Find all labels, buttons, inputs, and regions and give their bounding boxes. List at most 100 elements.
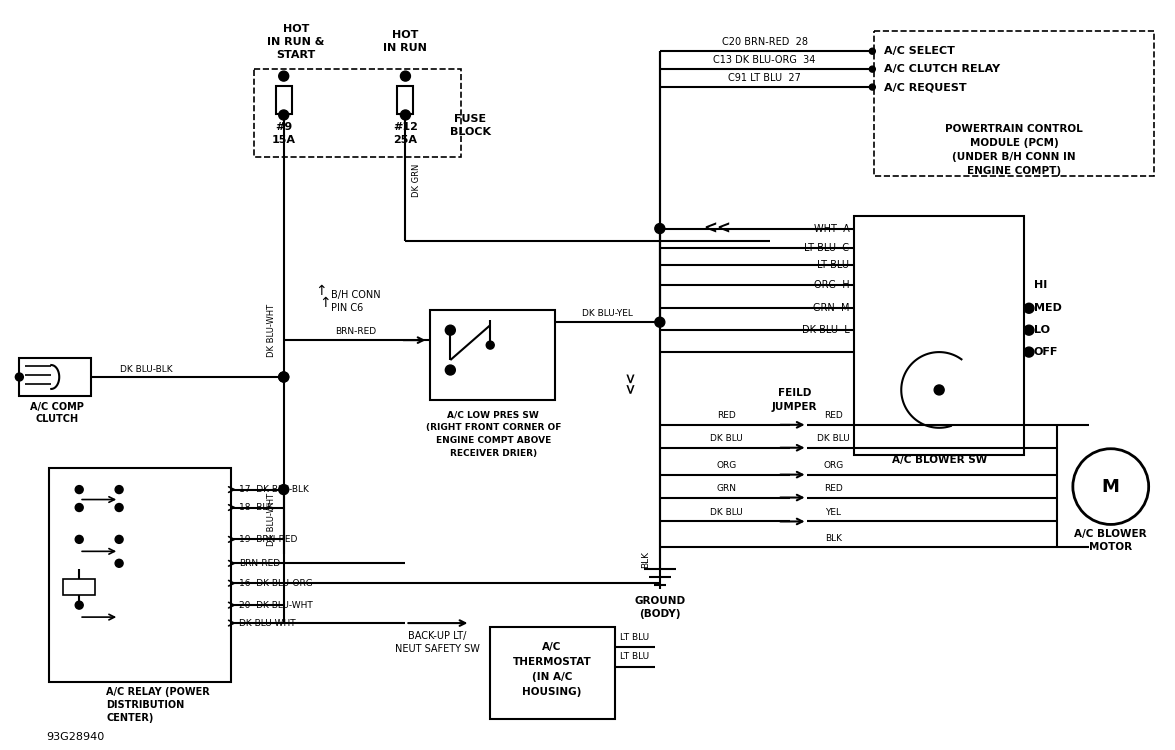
Text: <<: << <box>704 220 732 238</box>
Text: RED: RED <box>824 411 842 420</box>
Circle shape <box>401 110 410 120</box>
Text: (BODY): (BODY) <box>639 609 680 619</box>
Circle shape <box>445 326 456 335</box>
Circle shape <box>870 48 875 54</box>
Text: POWERTRAIN CONTROL: POWERTRAIN CONTROL <box>945 124 1083 134</box>
Circle shape <box>75 485 83 494</box>
Text: 93G28940: 93G28940 <box>46 732 105 742</box>
Text: GRN  M: GRN M <box>813 303 850 313</box>
Text: A/C BLOWER: A/C BLOWER <box>1074 530 1147 539</box>
Text: DK BLU  L: DK BLU L <box>801 326 850 335</box>
Text: ORG: ORG <box>824 461 844 470</box>
Circle shape <box>115 485 123 494</box>
Circle shape <box>278 372 289 382</box>
Bar <box>63 579 95 596</box>
Circle shape <box>278 484 289 494</box>
Text: >>: >> <box>620 374 633 397</box>
Text: C20 BRN-RED  28: C20 BRN-RED 28 <box>721 38 807 47</box>
Text: ORG  H: ORG H <box>814 280 850 290</box>
Text: HOT: HOT <box>392 30 418 40</box>
Text: A/C RELAY (POWER: A/C RELAY (POWER <box>106 687 210 697</box>
Text: BLK: BLK <box>642 550 650 568</box>
Circle shape <box>115 536 123 543</box>
Circle shape <box>934 385 945 395</box>
Text: START: START <box>276 50 315 60</box>
Text: HOUSING): HOUSING) <box>523 687 582 697</box>
Text: LT BLU: LT BLU <box>620 652 650 662</box>
Text: (IN A/C: (IN A/C <box>532 672 572 682</box>
Text: IN RUN &: IN RUN & <box>267 38 324 47</box>
Text: 25A: 25A <box>394 135 417 145</box>
Circle shape <box>654 317 665 327</box>
Text: BACK-UP LT/: BACK-UP LT/ <box>408 631 466 641</box>
Text: A/C LOW PRES SW: A/C LOW PRES SW <box>448 410 539 419</box>
Text: GROUND: GROUND <box>634 596 685 606</box>
Bar <box>854 215 1023 454</box>
Text: DK BLU-WHT: DK BLU-WHT <box>239 619 295 628</box>
Text: THERMOSTAT: THERMOSTAT <box>512 657 591 667</box>
Text: A/C COMP: A/C COMP <box>31 402 85 412</box>
Bar <box>397 86 414 114</box>
Text: ENGINE COMPT): ENGINE COMPT) <box>967 166 1061 176</box>
Circle shape <box>445 365 456 375</box>
Circle shape <box>75 536 83 543</box>
Circle shape <box>75 602 83 609</box>
Text: BLK: BLK <box>825 534 842 543</box>
Circle shape <box>1023 326 1034 335</box>
Text: JUMPER: JUMPER <box>772 402 818 412</box>
Text: NEUT SAFETY SW: NEUT SAFETY SW <box>395 644 479 654</box>
Circle shape <box>115 560 123 567</box>
Text: #9: #9 <box>275 122 293 132</box>
Text: YEL: YEL <box>825 508 841 517</box>
Text: (RIGHT FRONT CORNER OF: (RIGHT FRONT CORNER OF <box>425 423 560 432</box>
Circle shape <box>75 503 83 512</box>
Text: HOT: HOT <box>282 24 309 34</box>
Text: ↑: ↑ <box>315 284 327 298</box>
Text: MED: MED <box>1034 303 1062 313</box>
Bar <box>430 310 555 400</box>
Circle shape <box>870 84 875 90</box>
Text: RED: RED <box>717 411 736 420</box>
Text: M: M <box>1102 478 1120 496</box>
Text: PIN C6: PIN C6 <box>330 303 363 313</box>
Bar <box>49 468 230 682</box>
Text: #12: #12 <box>392 122 418 132</box>
Text: BRN-RED: BRN-RED <box>335 327 376 336</box>
Text: A/C SELECT: A/C SELECT <box>885 46 955 56</box>
Circle shape <box>401 71 410 81</box>
Text: MOTOR: MOTOR <box>1089 542 1133 552</box>
Text: IN RUN: IN RUN <box>383 44 428 53</box>
Text: ORG: ORG <box>717 461 737 470</box>
Circle shape <box>278 110 289 120</box>
Text: RED: RED <box>824 484 842 493</box>
Text: (UNDER B/H CONN IN: (UNDER B/H CONN IN <box>952 152 1076 162</box>
Text: LT BLU  C: LT BLU C <box>805 244 850 254</box>
Circle shape <box>115 503 123 512</box>
Text: 19  BRN-RED: 19 BRN-RED <box>239 535 297 544</box>
Circle shape <box>278 71 289 81</box>
Text: CLUTCH: CLUTCH <box>35 414 79 424</box>
Bar <box>19 358 92 396</box>
Text: DK BLU-BLK: DK BLU-BLK <box>120 364 173 374</box>
Text: 16  DK BLU-ORG: 16 DK BLU-ORG <box>239 579 313 588</box>
Text: A/C: A/C <box>543 642 562 652</box>
Text: RECEIVER DRIER): RECEIVER DRIER) <box>450 449 537 458</box>
Text: 20  DK BLU-WHT: 20 DK BLU-WHT <box>239 601 313 610</box>
Bar <box>254 69 462 157</box>
Text: LT BLU: LT BLU <box>620 632 650 641</box>
Text: DISTRIBUTION: DISTRIBUTION <box>106 700 184 709</box>
Text: A/C BLOWER SW: A/C BLOWER SW <box>892 454 987 465</box>
Text: BLOCK: BLOCK <box>450 127 491 137</box>
Text: GRN: GRN <box>717 484 737 493</box>
Text: ↑: ↑ <box>318 296 330 310</box>
Text: WHT  A: WHT A <box>813 224 850 233</box>
Text: A/C CLUTCH RELAY: A/C CLUTCH RELAY <box>885 64 1000 74</box>
Text: DK BLU-WHT: DK BLU-WHT <box>267 304 276 357</box>
Circle shape <box>654 224 665 233</box>
Text: ENGINE COMPT ABOVE: ENGINE COMPT ABOVE <box>436 436 551 445</box>
Text: OFF: OFF <box>1034 347 1059 357</box>
Text: FEILD: FEILD <box>778 388 811 398</box>
Circle shape <box>278 372 289 382</box>
Circle shape <box>1023 303 1034 313</box>
Text: 15A: 15A <box>271 135 296 145</box>
